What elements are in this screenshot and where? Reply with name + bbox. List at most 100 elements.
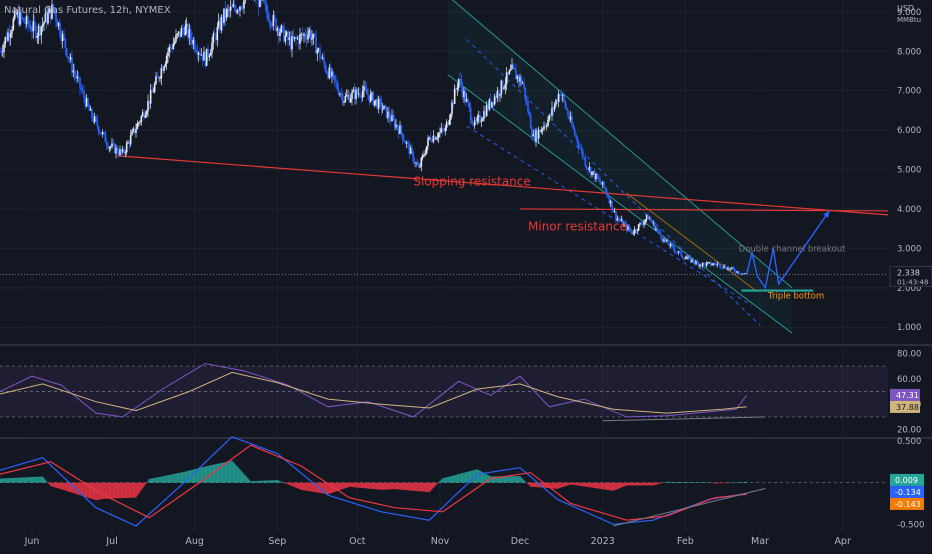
macd-histogram-bar xyxy=(534,483,535,487)
candle-body xyxy=(79,77,81,88)
macd-histogram-bar xyxy=(375,483,376,490)
macd-histogram-bar xyxy=(355,483,356,488)
macd-histogram-bar xyxy=(271,480,272,482)
macd-histogram-bar xyxy=(302,483,303,490)
candle-body xyxy=(2,52,4,53)
macd-histogram-bar xyxy=(553,483,554,489)
macd-histogram-bar xyxy=(613,483,614,491)
macd-histogram-bar xyxy=(530,483,531,487)
macd-histogram-bar xyxy=(146,483,147,484)
candle-body xyxy=(307,34,309,40)
macd-histogram-bar xyxy=(26,477,27,482)
macd-histogram-bar xyxy=(411,483,412,491)
candle-body xyxy=(146,111,148,115)
candle-body xyxy=(722,268,724,269)
macd-histogram-bar xyxy=(527,483,528,484)
macd-histogram-bar xyxy=(167,475,168,483)
macd-histogram-bar xyxy=(643,483,644,486)
macd-histogram-bar xyxy=(14,478,15,483)
candle-body xyxy=(155,76,157,84)
macd-histogram-bar xyxy=(13,478,14,483)
macd-histogram-bar xyxy=(270,480,271,482)
candle-body xyxy=(578,143,580,148)
macd-histogram-bar xyxy=(102,483,103,499)
candle-body xyxy=(633,233,635,234)
candle-body xyxy=(554,105,556,110)
macd-histogram-bar xyxy=(22,477,23,482)
candle-body xyxy=(27,16,29,24)
candle-body xyxy=(574,129,576,134)
macd-histogram-bar xyxy=(238,468,239,483)
time-axis-label: Jun xyxy=(24,536,40,547)
macd-histogram-bar xyxy=(607,483,608,490)
macd-histogram-bar xyxy=(455,475,456,483)
time-axis-label: Oct xyxy=(349,536,366,547)
macd-histogram-bar xyxy=(579,483,580,486)
macd-histogram-bar xyxy=(525,481,526,482)
macd-histogram-bar xyxy=(393,483,394,490)
macd-histogram-bar xyxy=(175,474,176,483)
candle-body xyxy=(682,256,684,258)
macd-histogram-bar xyxy=(347,483,348,488)
macd-histogram-bar xyxy=(131,483,132,498)
candle-body xyxy=(470,107,472,120)
macd-histogram-bar xyxy=(597,483,598,489)
macd-histogram-bar xyxy=(50,483,51,486)
macd-histogram-bar xyxy=(626,483,627,486)
macd-histogram-bar xyxy=(103,483,104,499)
macd-histogram-bar xyxy=(559,483,560,488)
macd-histogram-bar xyxy=(686,482,687,483)
candle-body xyxy=(130,135,132,144)
macd-histogram-bar xyxy=(575,483,576,486)
macd-histogram-bar xyxy=(54,483,55,488)
macd-histogram-bar xyxy=(226,462,227,483)
macd-histogram-bar xyxy=(285,483,286,484)
candle-body xyxy=(231,7,233,8)
macd-histogram-bar xyxy=(399,483,400,490)
candle-body xyxy=(319,48,321,58)
macd-histogram-bar xyxy=(730,483,731,484)
macd-histogram-bar xyxy=(110,483,111,499)
macd-histogram-bar xyxy=(389,483,390,490)
macd-histogram-bar xyxy=(415,483,416,491)
macd-histogram-bar xyxy=(577,483,578,486)
candle-body xyxy=(91,109,93,118)
macd-histogram-bar xyxy=(258,481,259,483)
candle-body xyxy=(469,103,471,108)
macd-histogram-bar xyxy=(99,483,100,500)
macd-histogram-bar xyxy=(338,483,339,491)
rsi-tick-label: 20.00 xyxy=(897,426,921,436)
candle-body xyxy=(657,229,659,230)
macd-histogram-bar xyxy=(135,483,136,498)
rsi-panel[interactable] xyxy=(0,364,888,421)
macd-value-label: 0.009 xyxy=(895,476,918,485)
annotation-text: Minor resistance xyxy=(528,220,627,234)
macd-histogram-bar xyxy=(53,483,54,487)
macd-histogram-bar xyxy=(1,478,2,482)
macd-histogram-bar xyxy=(514,476,515,483)
candle-body xyxy=(611,201,613,210)
macd-histogram-bar xyxy=(171,474,172,482)
macd-histogram-bar xyxy=(66,483,67,491)
candle-body xyxy=(350,99,352,102)
macd-histogram-bar xyxy=(655,483,656,485)
macd-histogram-bar xyxy=(10,478,11,483)
candle-body xyxy=(71,57,73,72)
macd-histogram-bar xyxy=(381,483,382,490)
candle-body xyxy=(481,121,483,122)
candle-body xyxy=(159,78,161,79)
macd-histogram-bar xyxy=(187,471,188,483)
macd-histogram-bar xyxy=(369,483,370,489)
macd-histogram-bar xyxy=(205,466,206,482)
macd-histogram-bar xyxy=(155,478,156,483)
macd-histogram-bar xyxy=(523,480,524,483)
candle-body xyxy=(311,38,313,40)
candle-body xyxy=(457,88,459,89)
macd-histogram-bar xyxy=(434,483,435,487)
macd-histogram-bar xyxy=(721,483,722,484)
macd-histogram-bar xyxy=(251,481,252,483)
macd-histogram-bar xyxy=(601,483,602,489)
macd-histogram-bar xyxy=(662,483,663,484)
